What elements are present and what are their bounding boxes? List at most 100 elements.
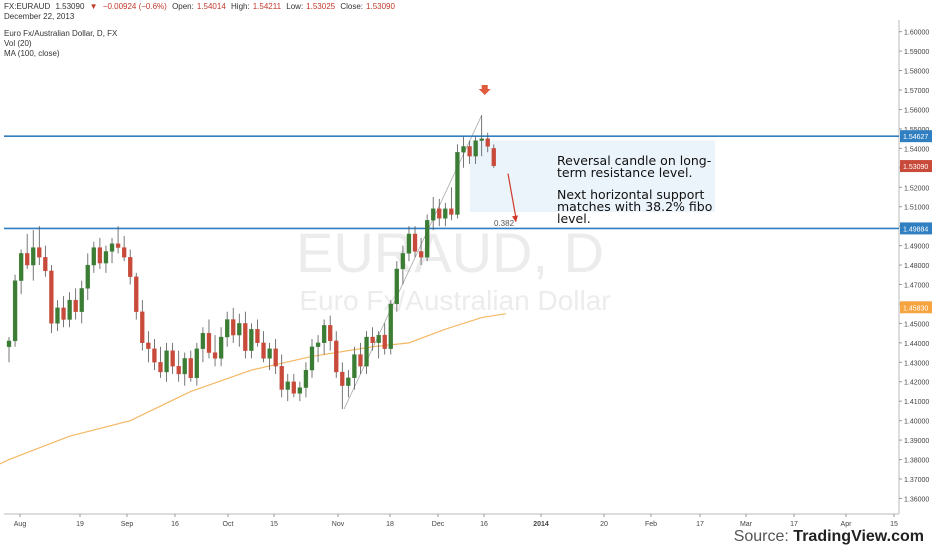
candle[interactable] (225, 319, 230, 338)
candle[interactable] (18, 253, 24, 281)
candle[interactable] (321, 325, 327, 344)
candle[interactable] (91, 247, 96, 266)
price-tag-label: 1.53090 (903, 164, 928, 171)
candle[interactable] (455, 152, 460, 215)
candle[interactable] (109, 243, 115, 252)
candle[interactable] (182, 358, 187, 375)
candle[interactable] (134, 276, 139, 312)
candle[interactable] (85, 264, 90, 289)
candle[interactable] (473, 140, 478, 157)
candle[interactable] (291, 381, 296, 394)
fibo-level-label: 0.382 (494, 219, 515, 228)
y-tick-label: 1.54000 (904, 146, 929, 153)
candle[interactable] (243, 323, 248, 351)
candle[interactable] (285, 381, 290, 390)
candle[interactable] (55, 307, 60, 324)
candle[interactable] (79, 288, 84, 312)
candle[interactable] (346, 377, 351, 386)
candle[interactable] (467, 146, 472, 157)
candle[interactable] (231, 319, 236, 336)
candle[interactable] (249, 329, 254, 351)
candle[interactable] (328, 325, 333, 342)
candle[interactable] (315, 342, 321, 347)
candle[interactable] (212, 352, 218, 359)
x-tick-label: Mar (740, 521, 753, 528)
candle[interactable] (412, 233, 418, 252)
projection-arrowhead-icon (512, 215, 518, 223)
candle[interactable] (164, 350, 169, 373)
candle[interactable] (170, 350, 175, 367)
candle[interactable] (491, 148, 496, 167)
candle[interactable] (37, 247, 42, 258)
y-tick-label: 1.60000 (904, 30, 929, 37)
candle[interactable] (303, 369, 309, 388)
close-value: 1.53090 (366, 2, 395, 11)
candle[interactable] (334, 340, 339, 373)
candle[interactable] (376, 334, 381, 344)
x-tick-label: Sep (121, 521, 134, 528)
candle[interactable] (176, 366, 181, 375)
candle[interactable] (103, 251, 109, 264)
candle[interactable] (200, 332, 206, 349)
candle[interactable] (382, 334, 387, 349)
close-label: Close: (340, 2, 364, 11)
candle[interactable] (152, 348, 157, 363)
candle[interactable] (358, 354, 363, 367)
candle[interactable] (352, 354, 357, 379)
candle[interactable] (67, 299, 72, 320)
candle[interactable] (479, 138, 484, 141)
projection-arrow (507, 173, 517, 219)
candle[interactable] (255, 329, 260, 344)
candle[interactable] (206, 332, 212, 353)
candle[interactable] (49, 270, 54, 324)
candle[interactable] (140, 311, 145, 344)
candle[interactable] (388, 303, 393, 349)
candle[interactable] (279, 366, 284, 390)
candle[interactable] (394, 268, 399, 305)
candle[interactable] (61, 307, 66, 320)
candle[interactable] (418, 251, 424, 258)
candle[interactable] (194, 348, 200, 379)
candle[interactable] (121, 247, 127, 258)
candle[interactable] (97, 247, 103, 264)
candle[interactable] (25, 253, 30, 266)
x-tick-label: 18 (386, 521, 394, 528)
candle[interactable] (188, 358, 193, 379)
candle[interactable] (273, 348, 278, 367)
candle[interactable] (406, 233, 412, 254)
candle[interactable] (267, 348, 272, 359)
legend-ma: MA (100, close) (4, 49, 60, 58)
candle[interactable] (6, 340, 12, 347)
candle[interactable] (485, 138, 490, 147)
candle[interactable] (115, 243, 121, 248)
candle[interactable] (297, 387, 303, 394)
annotation-line-1: Reversal candle on long- (557, 153, 711, 168)
candle[interactable] (364, 336, 369, 367)
candle[interactable] (437, 208, 442, 219)
candle[interactable] (370, 336, 375, 344)
y-tick-label: 1.40000 (904, 419, 929, 426)
candle[interactable] (31, 247, 36, 266)
candle[interactable] (424, 220, 430, 258)
candle[interactable] (449, 208, 454, 215)
candle[interactable] (443, 208, 448, 219)
candle[interactable] (431, 208, 436, 221)
candle[interactable] (400, 253, 406, 270)
candle[interactable] (309, 346, 315, 371)
candle[interactable] (73, 299, 78, 312)
candle[interactable] (218, 336, 224, 359)
legend-title: Euro Fx/Australian Dollar, D, FX (4, 29, 118, 38)
candle[interactable] (261, 342, 266, 359)
x-tick-label: 20 (600, 521, 608, 528)
candle[interactable] (461, 146, 466, 153)
candle[interactable] (43, 257, 48, 272)
source-credit: Source: TradingView.com (734, 528, 924, 546)
candle[interactable] (237, 323, 242, 336)
candle[interactable] (340, 371, 345, 386)
candle[interactable] (12, 280, 18, 342)
candle[interactable] (158, 362, 163, 373)
candle[interactable] (128, 257, 133, 277)
candle[interactable] (146, 342, 151, 349)
